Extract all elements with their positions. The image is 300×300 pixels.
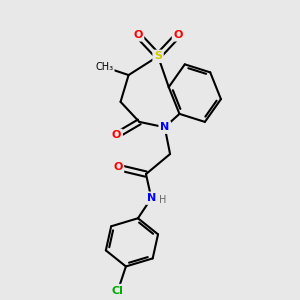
Text: O: O (112, 130, 121, 140)
Text: O: O (133, 30, 142, 40)
Text: O: O (113, 162, 123, 172)
Text: Cl: Cl (112, 286, 124, 296)
Text: S: S (154, 51, 162, 61)
Text: N: N (147, 193, 156, 203)
Text: CH₃: CH₃ (95, 62, 114, 72)
Text: O: O (173, 30, 183, 40)
Text: H: H (159, 194, 166, 205)
Text: N: N (160, 122, 169, 132)
